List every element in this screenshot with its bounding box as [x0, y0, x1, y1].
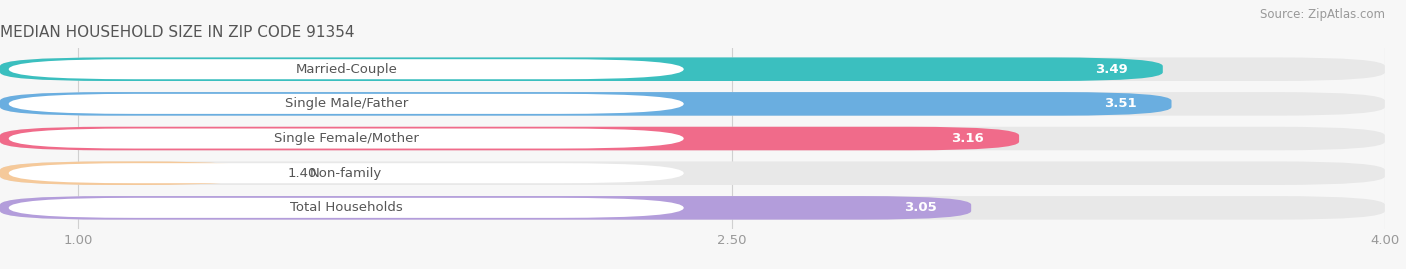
- Text: 3.16: 3.16: [952, 132, 984, 145]
- Text: Non-family: Non-family: [311, 167, 382, 180]
- Text: 3.05: 3.05: [904, 201, 936, 214]
- FancyBboxPatch shape: [0, 57, 1163, 81]
- Text: 3.51: 3.51: [1104, 97, 1136, 110]
- FancyBboxPatch shape: [8, 129, 683, 148]
- Text: MEDIAN HOUSEHOLD SIZE IN ZIP CODE 91354: MEDIAN HOUSEHOLD SIZE IN ZIP CODE 91354: [0, 25, 354, 40]
- FancyBboxPatch shape: [0, 196, 972, 220]
- Text: Married-Couple: Married-Couple: [295, 63, 396, 76]
- FancyBboxPatch shape: [8, 163, 683, 183]
- FancyBboxPatch shape: [0, 92, 1171, 116]
- FancyBboxPatch shape: [0, 92, 1385, 116]
- FancyBboxPatch shape: [0, 57, 1385, 81]
- Text: Source: ZipAtlas.com: Source: ZipAtlas.com: [1260, 8, 1385, 21]
- Text: 3.49: 3.49: [1095, 63, 1128, 76]
- FancyBboxPatch shape: [0, 127, 1385, 150]
- FancyBboxPatch shape: [0, 161, 253, 185]
- FancyBboxPatch shape: [0, 196, 1385, 220]
- FancyBboxPatch shape: [0, 127, 1019, 150]
- FancyBboxPatch shape: [8, 198, 683, 218]
- Text: Single Male/Father: Single Male/Father: [284, 97, 408, 110]
- Text: Single Female/Mother: Single Female/Mother: [274, 132, 419, 145]
- Text: Total Households: Total Households: [290, 201, 402, 214]
- FancyBboxPatch shape: [0, 161, 1385, 185]
- FancyBboxPatch shape: [8, 94, 683, 114]
- Text: 1.40: 1.40: [287, 167, 316, 180]
- FancyBboxPatch shape: [8, 59, 683, 79]
